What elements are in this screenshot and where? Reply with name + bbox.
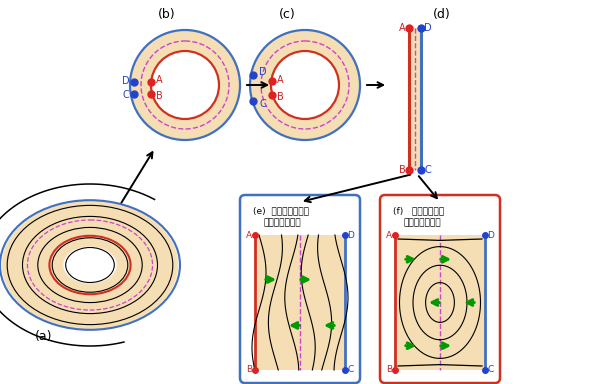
Bar (255, 235, 345, 370)
Text: C: C (488, 366, 494, 374)
Text: A: A (155, 75, 163, 85)
Ellipse shape (0, 195, 185, 335)
Text: A: A (277, 75, 283, 85)
Text: C: C (122, 90, 130, 100)
Text: D: D (347, 230, 355, 240)
Text: D: D (424, 23, 432, 33)
Circle shape (271, 51, 339, 119)
Text: (b): (b) (158, 8, 176, 21)
Text: B: B (246, 366, 252, 374)
Bar (409, 28, 421, 170)
Text: B: B (386, 366, 392, 374)
Bar (395, 235, 485, 370)
Circle shape (151, 51, 219, 119)
Text: A: A (386, 230, 392, 240)
Text: プラズマの流れ: プラズマの流れ (263, 218, 301, 227)
Text: B: B (277, 92, 283, 102)
FancyBboxPatch shape (240, 195, 360, 383)
Text: プラズマの流れ: プラズマの流れ (403, 218, 440, 227)
Text: A: A (246, 230, 252, 240)
Text: (c): (c) (278, 8, 295, 21)
Text: B: B (155, 91, 163, 101)
Text: C: C (425, 165, 431, 175)
Text: A: A (398, 23, 406, 33)
Text: D: D (259, 67, 267, 77)
Text: (d): (d) (433, 8, 451, 21)
Text: D: D (122, 76, 130, 86)
Text: (f)   磁気島を作る: (f) 磁気島を作る (393, 206, 444, 215)
Text: (a): (a) (35, 330, 53, 343)
Text: D: D (488, 230, 494, 240)
FancyBboxPatch shape (380, 195, 500, 383)
Text: B: B (398, 165, 406, 175)
Text: C: C (260, 99, 266, 109)
Text: C: C (348, 366, 354, 374)
Circle shape (130, 30, 240, 140)
Text: (e)  圧力差で生じる: (e) 圧力差で生じる (253, 206, 309, 215)
Circle shape (250, 30, 360, 140)
